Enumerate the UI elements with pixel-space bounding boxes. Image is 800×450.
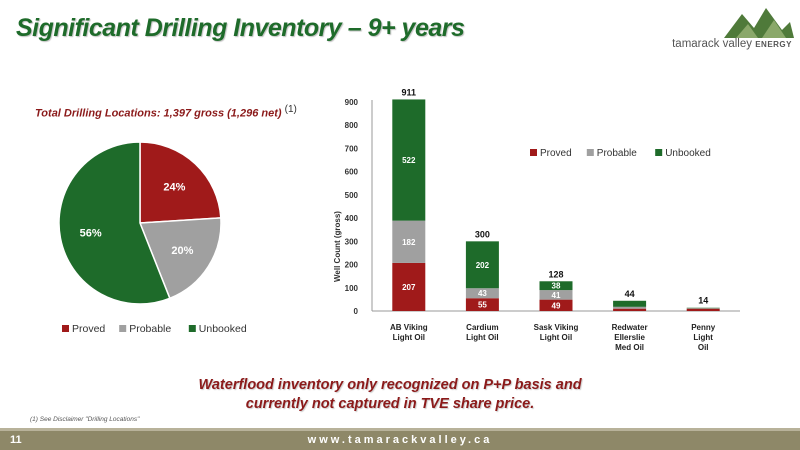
bar-data-label: 49: [552, 301, 561, 310]
bar-data-label: 207: [402, 283, 416, 292]
pie-chart: 24% 20% 56% Proved Probable Unbooked: [58, 141, 247, 335]
bar-legend-probable: Probable: [597, 148, 637, 159]
pie-legend-unbooked: Unbooked: [199, 323, 247, 335]
footnote: (1) See Disclaimer "Drilling Locations": [30, 416, 140, 423]
pie-label-proved: 24%: [163, 181, 185, 193]
bar-total-label: 911: [402, 87, 417, 97]
bar-data-label: 55: [478, 301, 487, 310]
bar-total-label: 14: [698, 296, 708, 306]
bar-legend-swatch-unbooked: [655, 149, 663, 156]
pie-legend-probable: Probable: [129, 323, 171, 335]
x-category-label: AB Viking Light Oil: [390, 323, 428, 342]
bar-data-label: 182: [402, 238, 416, 247]
chart-subtitle: Total Drilling Locations: 1,397 gross (1…: [35, 104, 297, 120]
pie-legend-swatch-probable: [119, 325, 127, 332]
bar-legend-swatch-proved: [530, 149, 537, 156]
bar-segment-probable: [613, 306, 647, 309]
bar-segment-unbooked: [392, 99, 426, 221]
bar-total-label: 128: [548, 269, 563, 279]
bar-legend-unbooked: Unbooked: [665, 148, 711, 159]
y-tick-label: 700: [345, 144, 359, 153]
bar-total-label: 300: [475, 229, 490, 239]
bar-data-label: 522: [402, 156, 416, 165]
y-tick-label: 300: [345, 237, 359, 246]
bar-chart: 0 100 200 300 400 500 600 700 800 900 Well Count (…: [333, 87, 740, 352]
bar-legend-swatch-probable: [586, 149, 594, 156]
y-tick-label: 600: [345, 168, 359, 177]
waterflood-note: Waterflood inventory only recognized on …: [198, 377, 582, 412]
y-tick-label: 100: [345, 284, 359, 293]
y-tick-label: 800: [345, 121, 359, 130]
tamarack-logo-icon: [724, 8, 794, 38]
bar-segment-unbooked: [465, 241, 499, 289]
bar-data-label: 43: [478, 289, 487, 298]
y-tick-label: 900: [345, 98, 359, 107]
y-tick-label: 500: [345, 191, 359, 200]
page-number: 11: [10, 434, 22, 446]
pie-legend-proved: Proved: [72, 323, 105, 335]
pie-slice-probable: [138, 217, 222, 300]
bar-segment-unbooked: [613, 300, 647, 307]
page-title: Significant Drilling Inventory – 9+ year…: [16, 14, 465, 42]
bar-segment-proved: [465, 298, 499, 311]
pie-label-unbooked: 56%: [80, 227, 102, 239]
bar-segment-probable: [539, 290, 573, 300]
y-tick-label: 400: [345, 214, 359, 223]
y-tick-label: 0: [354, 307, 359, 316]
bar-data-label: 38: [552, 282, 561, 291]
y-axis-label: Well Count (gross): [333, 211, 342, 282]
x-category-label: Penny Light Oil: [691, 323, 716, 352]
pie-slice-proved: [139, 141, 222, 224]
website-link[interactable]: www.tamarackvalley.ca: [307, 434, 493, 446]
bar-segment-unbooked: [539, 281, 573, 291]
bar-segment-proved: [392, 262, 426, 311]
x-category-label: Cardium Light Oil: [466, 323, 498, 342]
bar-segment-probable: [465, 288, 499, 299]
pie-slice-unbooked: [58, 141, 171, 305]
y-tick-label: 200: [345, 261, 359, 270]
x-category-label: Sask Viking Light Oil: [534, 323, 579, 342]
bar-segment-proved: [613, 308, 647, 311]
bar-segment-proved: [539, 299, 573, 311]
logo-wordmark: tamarack valley ENERGY: [672, 38, 792, 50]
footer-bar: 11 www.tamarackvalley.ca: [0, 428, 800, 450]
pie-legend-swatch-proved: [62, 325, 69, 332]
bar-total-label: 44: [625, 289, 635, 299]
bar-data-label: 41: [552, 291, 561, 300]
pie-label-probable: 20%: [171, 245, 193, 257]
bar-segment-proved: [686, 308, 720, 311]
pie-legend-swatch-unbooked: [188, 325, 196, 332]
bar-data-label: 202: [476, 261, 490, 270]
x-category-label: Redwater Ellerslie Med Oil: [612, 323, 648, 352]
bar-legend-proved: Proved: [540, 148, 572, 159]
bar-segment-probable: [392, 220, 426, 263]
